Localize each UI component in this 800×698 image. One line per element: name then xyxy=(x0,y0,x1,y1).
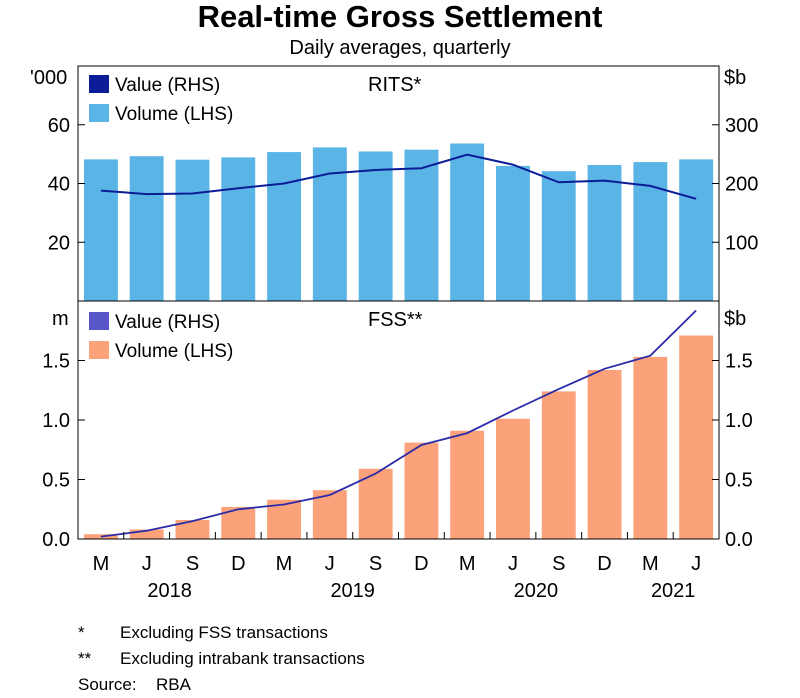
footnote-2-text: Excluding intrabank transactions xyxy=(120,649,365,668)
fss-panel: 0.0 0.5 1.0 1.5 0.0 0.5 1.0 1.5 m $b FSS** Val… xyxy=(42,308,753,551)
fss-axis-ticks xyxy=(78,360,719,540)
source-value: RBA xyxy=(156,675,191,694)
rits-volume-bar xyxy=(129,156,164,301)
footnote-2-mark: ** xyxy=(78,649,92,668)
rits-left-unit: '000 xyxy=(30,67,67,89)
x-quarter-label: M xyxy=(459,553,476,575)
rits-volume-bar xyxy=(587,165,622,301)
x-quarter-label: S xyxy=(369,553,382,575)
rits-right-tick-label: 300 xyxy=(725,115,758,137)
x-axis-year-labels: 2018 2019 2020 2021 xyxy=(147,580,695,602)
fss-left-unit: m xyxy=(52,308,69,330)
x-quarter-label: M xyxy=(642,553,659,575)
fss-volume-bar xyxy=(587,370,622,539)
rits-volume-bar xyxy=(404,149,439,301)
fss-legend-volume: Volume (LHS) xyxy=(115,341,233,362)
fss-left-tick-label: 1.0 xyxy=(42,410,70,432)
fss-right-unit: $b xyxy=(724,308,746,330)
rits-volume-bar xyxy=(84,159,118,301)
fss-value-line xyxy=(100,309,697,538)
chart-title: Real-time Gross Settlement xyxy=(198,0,603,34)
rits-volume-bar xyxy=(679,159,714,301)
fss-right-tick-labels: 0.0 0.5 1.0 1.5 xyxy=(725,351,753,552)
fss-volume-bar xyxy=(175,520,210,539)
fss-left-tick-label: 0.0 xyxy=(42,529,70,551)
x-quarter-label: D xyxy=(597,553,611,575)
rits-axis-ticks xyxy=(78,124,719,243)
chart-notes: * Excluding FSS transactions ** Excludin… xyxy=(78,620,365,698)
rits-left-tick-label: 60 xyxy=(48,115,70,137)
x-quarter-label: D xyxy=(414,553,428,575)
x-quarter-label: J xyxy=(142,553,152,575)
rits-volume-bar xyxy=(175,159,210,301)
x-quarter-label: J xyxy=(691,553,701,575)
fss-volume-bar xyxy=(633,356,668,539)
rits-value-line xyxy=(100,153,697,200)
x-year-label: 2019 xyxy=(330,580,375,602)
rits-legend-volume-swatch xyxy=(89,104,109,122)
fss-panel-title: FSS** xyxy=(368,309,423,331)
fss-legend-value: Value (RHS) xyxy=(115,312,220,333)
fss-volume-bar xyxy=(541,391,576,539)
fss-legend-value-swatch xyxy=(89,312,109,330)
rits-volume-bar xyxy=(541,171,576,301)
x-quarter-label: M xyxy=(276,553,293,575)
x-year-label: 2021 xyxy=(651,580,696,602)
rits-panel: 20 40 60 100 200 300 '000 $b RITS* Value (RH… xyxy=(30,67,758,301)
fss-legend-volume-swatch xyxy=(89,341,109,359)
footnote-1-mark: * xyxy=(78,623,85,642)
fss-right-tick-label: 1.0 xyxy=(725,410,753,432)
fss-volume-bar xyxy=(496,418,530,539)
rits-volume-bar xyxy=(267,152,301,301)
x-quarter-label: S xyxy=(552,553,565,575)
rits-right-unit: $b xyxy=(724,67,746,89)
rits-right-tick-label: 200 xyxy=(725,174,758,196)
fss-volume-bar xyxy=(358,468,393,539)
rits-volume-bar xyxy=(496,165,530,301)
fss-right-tick-label: 0.5 xyxy=(725,470,753,492)
x-year-label: 2018 xyxy=(147,580,192,602)
fss-left-tick-label: 0.5 xyxy=(42,470,70,492)
fss-volume-bar xyxy=(129,529,164,539)
rits-volume-bar xyxy=(312,147,347,301)
rits-legend-value: Value (RHS) xyxy=(115,75,220,96)
fss-left-tick-labels: 0.0 0.5 1.0 1.5 xyxy=(42,351,70,552)
fss-left-tick-label: 1.5 xyxy=(42,351,70,373)
x-quarter-label: D xyxy=(231,553,245,575)
footnote-2: ** Excluding intrabank transactions xyxy=(78,646,365,672)
fss-volume-bar xyxy=(679,335,714,539)
rits-volume-bar xyxy=(358,151,393,301)
fss-volume-bars xyxy=(84,335,714,539)
rits-left-tick-labels: 20 40 60 xyxy=(48,115,70,255)
fss-volume-bar xyxy=(450,430,485,539)
fss-volume-bar xyxy=(312,490,347,539)
source-label: Source: xyxy=(78,675,137,694)
x-quarter-label: J xyxy=(325,553,335,575)
footnote-1: * Excluding FSS transactions xyxy=(78,620,365,646)
rits-left-tick-label: 20 xyxy=(48,232,70,254)
x-year-label: 2020 xyxy=(514,580,559,602)
source-line: Source: RBA xyxy=(78,672,365,698)
x-quarter-label: S xyxy=(186,553,199,575)
fss-plot-frame xyxy=(77,300,720,540)
chart-subtitle: Daily averages, quarterly xyxy=(289,37,510,59)
rits-volume-bar xyxy=(221,157,256,301)
footnote-1-text: Excluding FSS transactions xyxy=(120,623,328,642)
x-quarter-label: J xyxy=(508,553,518,575)
rits-right-tick-label: 100 xyxy=(725,232,758,254)
rits-volume-bar xyxy=(450,143,485,301)
rits-panel-title: RITS* xyxy=(368,74,422,96)
x-quarter-label: M xyxy=(93,553,110,575)
fss-volume-bar xyxy=(404,442,439,539)
fss-right-tick-label: 1.5 xyxy=(725,351,753,373)
rits-legend-volume: Volume (LHS) xyxy=(115,104,233,125)
rits-volume-bar xyxy=(633,162,668,301)
rits-right-tick-labels: 100 200 300 xyxy=(725,115,758,255)
fss-right-tick-label: 0.0 xyxy=(725,529,753,551)
rits-volume-bars xyxy=(84,143,714,301)
rits-left-tick-label: 40 xyxy=(48,174,70,196)
rits-legend-value-swatch xyxy=(89,75,109,93)
